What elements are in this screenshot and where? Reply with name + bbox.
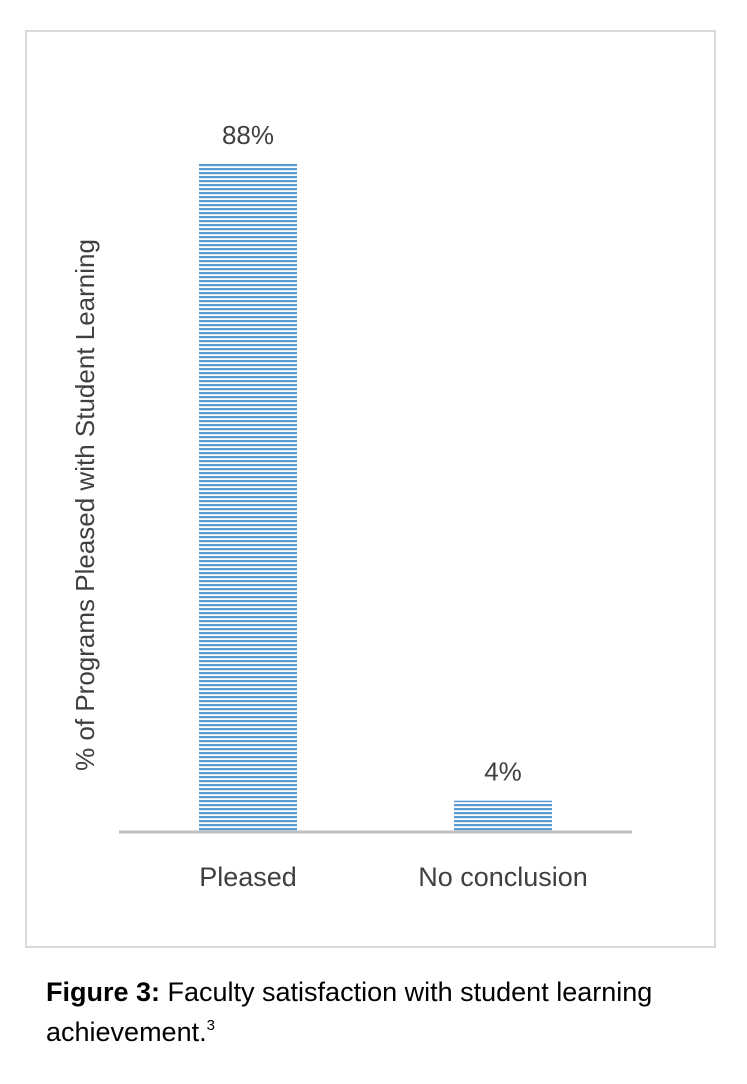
bar-chart: 88% Pleased 4% No conclusion % of Programs … (70, 120, 632, 892)
data-label-no-conclusion: 4% (484, 757, 522, 787)
chart-frame (25, 30, 716, 948)
y-axis-label: % of Programs Pleased with Student Learn… (70, 239, 100, 771)
x-tick-label-no-conclusion: No conclusion (418, 862, 588, 892)
figure-caption: Figure 3: Faculty satisfaction with stud… (46, 972, 706, 1052)
figure-caption-text: Faculty satisfaction with student learni… (46, 977, 653, 1047)
footnote-marker: 3 (206, 1017, 215, 1034)
bar-no-conclusion (454, 800, 552, 831)
bar-pleased (199, 164, 297, 831)
figure-label: Figure 3: (46, 977, 161, 1007)
data-label-pleased: 88% (222, 120, 274, 150)
x-tick-label-pleased: Pleased (199, 862, 297, 892)
